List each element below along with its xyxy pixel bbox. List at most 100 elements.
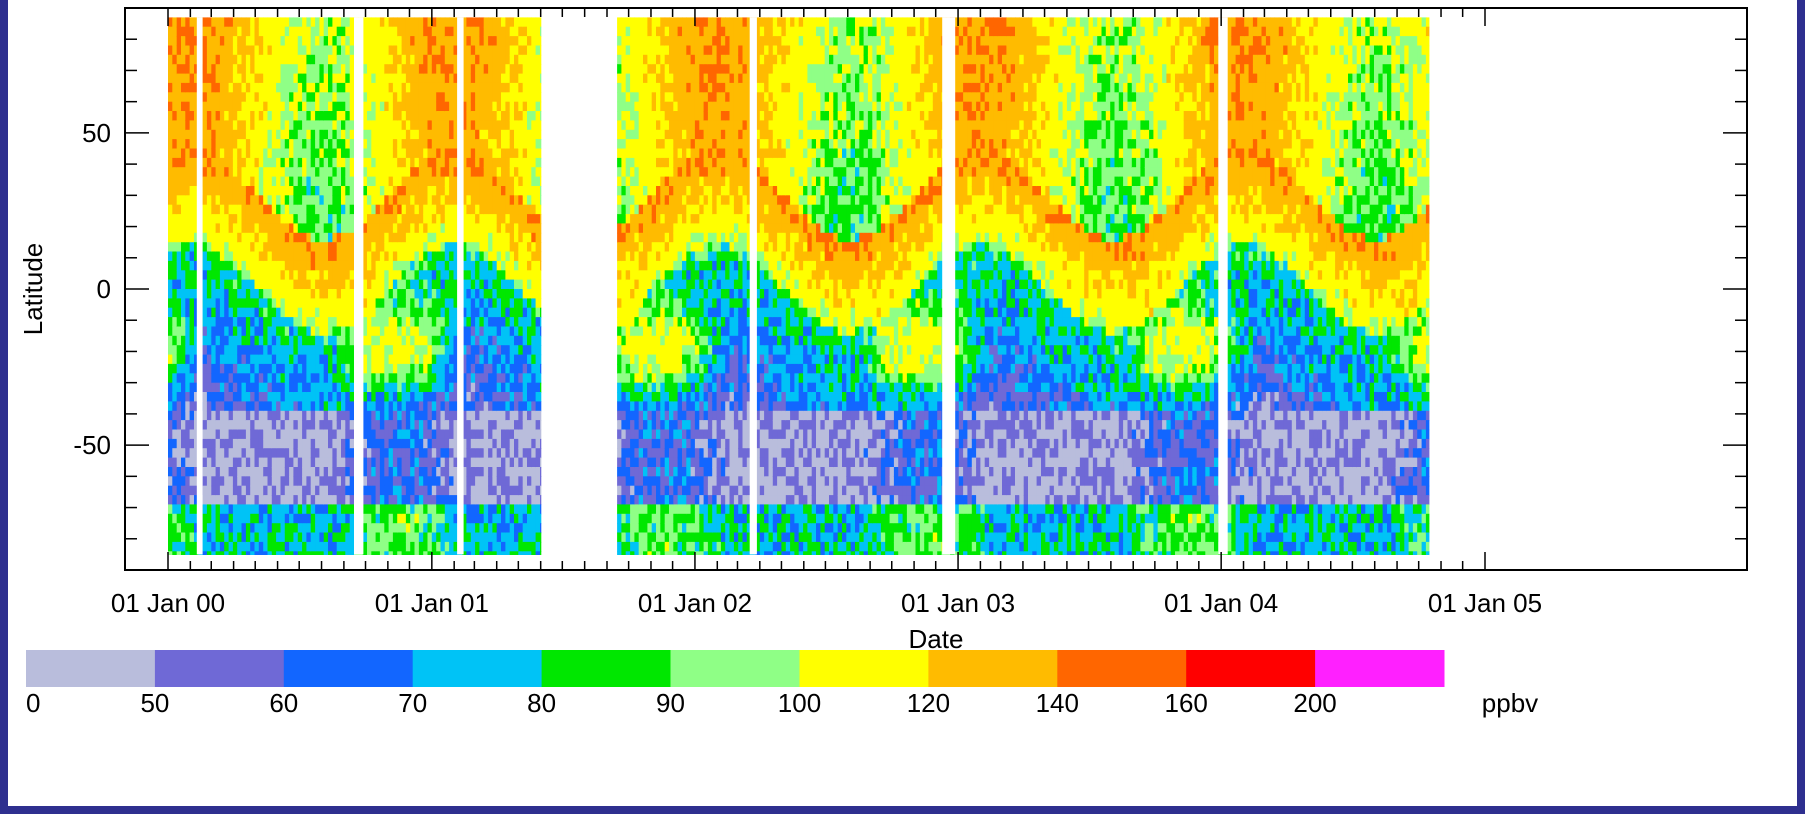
heatmap-cell [168, 541, 173, 552]
heatmap-cell [375, 92, 381, 103]
heatmap-cell [531, 289, 537, 299]
heatmap-cell [267, 167, 273, 178]
heatmap-cell [462, 485, 467, 496]
heatmap-cell [306, 45, 312, 56]
heatmap-cell [436, 382, 442, 393]
heatmap-cell [345, 223, 351, 234]
heatmap-cell [341, 270, 346, 281]
heatmap-cell [194, 392, 199, 402]
heatmap-cell [531, 36, 537, 47]
heatmap-cell [501, 532, 506, 543]
heatmap-cell [488, 495, 493, 506]
heatmap-cell [397, 420, 403, 431]
heatmap-cell [371, 17, 377, 28]
heatmap-cell [310, 373, 316, 384]
heatmap-cell [483, 551, 489, 555]
heatmap-cell [323, 232, 329, 243]
heatmap-cell [349, 495, 355, 506]
heatmap-cell [224, 307, 230, 318]
heatmap-cell [527, 232, 532, 243]
heatmap-cell [401, 73, 407, 84]
heatmap-cell [392, 214, 398, 225]
heatmap-cell [392, 242, 398, 253]
heatmap-cell [284, 148, 290, 159]
heatmap-cell [332, 204, 338, 215]
heatmap-cell [310, 92, 316, 103]
heatmap-cell [414, 36, 420, 47]
heatmap-cell [397, 73, 403, 84]
heatmap-cell [367, 148, 372, 159]
heatmap-cell [284, 467, 290, 477]
heatmap-cell [310, 111, 316, 121]
heatmap-cell [397, 214, 403, 225]
heatmap-cell [535, 495, 541, 506]
heatmap-cell [237, 45, 243, 56]
heatmap-cell [241, 223, 247, 234]
heatmap-cell [388, 551, 394, 555]
heatmap-cell [483, 513, 489, 524]
heatmap-cell [531, 176, 537, 187]
heatmap-cell [189, 551, 195, 555]
heatmap-cell [241, 392, 247, 402]
heatmap-cell [483, 448, 489, 459]
heatmap-cell [332, 354, 338, 365]
heatmap-cell [241, 485, 247, 496]
heatmap-cell [384, 139, 390, 150]
heatmap-cell [232, 120, 238, 131]
heatmap-cell [228, 195, 234, 206]
heatmap-cell [293, 157, 299, 168]
heatmap-cell [336, 392, 342, 402]
heatmap-cell [267, 223, 273, 234]
heatmap-cell [375, 45, 381, 56]
heatmap-cell [258, 541, 264, 552]
heatmap-cell [224, 148, 230, 159]
heatmap-cell [232, 485, 238, 496]
heatmap-cell [241, 45, 247, 56]
heatmap-cell [250, 438, 256, 449]
heatmap-cell [323, 495, 329, 506]
heatmap-cell [388, 448, 394, 459]
heatmap-cell [492, 195, 498, 206]
heatmap-cell [271, 392, 277, 402]
heatmap-cell [341, 101, 346, 112]
heatmap-cell [310, 541, 316, 552]
heatmap-cell [475, 120, 480, 131]
heatmap-cell [341, 251, 346, 262]
heatmap-cell [310, 317, 316, 328]
heatmap-cell [297, 270, 303, 281]
heatmap-cell [466, 214, 472, 225]
heatmap-cell [241, 260, 247, 271]
heatmap-cell [297, 279, 303, 290]
heatmap-cell [514, 270, 519, 281]
heatmap-cell [219, 176, 225, 187]
heatmap-cell [215, 335, 221, 346]
heatmap-cell [449, 298, 454, 309]
heatmap-cell [241, 232, 247, 243]
heatmap-cell [181, 467, 186, 477]
heatmap-cell [431, 195, 437, 206]
heatmap-cell [306, 195, 312, 206]
heatmap-cell [267, 382, 273, 393]
heatmap-cell [440, 541, 446, 552]
heatmap-cell [501, 36, 506, 47]
heatmap-cell [258, 495, 264, 506]
heatmap-cell [289, 279, 294, 290]
heatmap-cell [254, 232, 260, 243]
heatmap-cell [444, 467, 450, 477]
heatmap-cell [518, 251, 524, 262]
heatmap-cell [440, 223, 446, 234]
heatmap-cell [388, 485, 394, 496]
heatmap-cell [267, 17, 273, 28]
heatmap-cell [289, 157, 294, 168]
heatmap-cell [168, 36, 173, 47]
heatmap-cell [302, 101, 307, 112]
heatmap-cell [535, 467, 541, 477]
heatmap-cell [349, 420, 355, 431]
heatmap-cell [341, 551, 346, 555]
heatmap-cell [302, 410, 307, 421]
heatmap-cell [176, 64, 182, 75]
heatmap-cell [505, 541, 511, 552]
heatmap-cell [202, 317, 208, 328]
heatmap-cell [492, 17, 498, 28]
heatmap-cell [423, 101, 429, 112]
